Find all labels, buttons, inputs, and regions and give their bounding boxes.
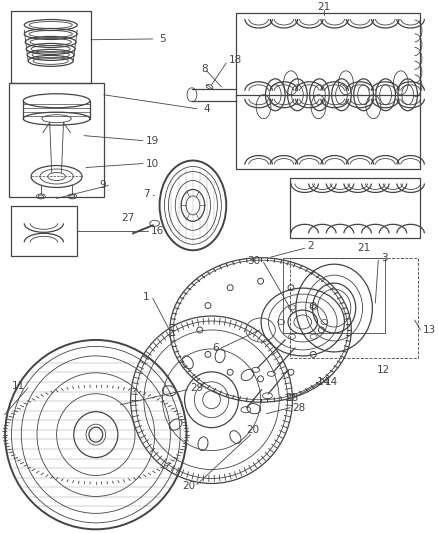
Text: 9: 9	[99, 181, 106, 190]
Text: 7: 7	[143, 189, 150, 199]
Bar	[11, 206, 77, 256]
Text: 21: 21	[318, 2, 331, 12]
Text: 8: 8	[201, 64, 208, 74]
Text: 2: 2	[307, 241, 314, 251]
Text: 12: 12	[377, 365, 390, 375]
Text: 13: 13	[422, 325, 436, 335]
Text: 30: 30	[247, 256, 261, 266]
Text: 18: 18	[229, 55, 243, 65]
Bar	[8, 83, 104, 197]
Text: 28: 28	[292, 403, 305, 413]
Text: 21: 21	[357, 243, 370, 253]
Text: 20: 20	[246, 425, 259, 434]
Text: 27: 27	[122, 213, 135, 223]
Text: 6: 6	[212, 343, 219, 353]
Text: 28: 28	[285, 393, 298, 403]
Text: 19: 19	[146, 135, 159, 146]
Text: 11: 11	[12, 381, 25, 391]
Text: 14: 14	[324, 377, 338, 387]
Text: 5: 5	[159, 34, 166, 44]
Bar	[11, 11, 91, 83]
Text: 4: 4	[204, 104, 210, 114]
Text: 10: 10	[146, 158, 159, 168]
Text: 3: 3	[381, 253, 388, 263]
Text: 14: 14	[317, 377, 330, 387]
Text: 1: 1	[143, 292, 150, 302]
Text: 16: 16	[151, 227, 164, 236]
Bar	[290, 258, 417, 358]
Text: 20: 20	[182, 481, 195, 491]
Text: 29: 29	[190, 383, 203, 393]
